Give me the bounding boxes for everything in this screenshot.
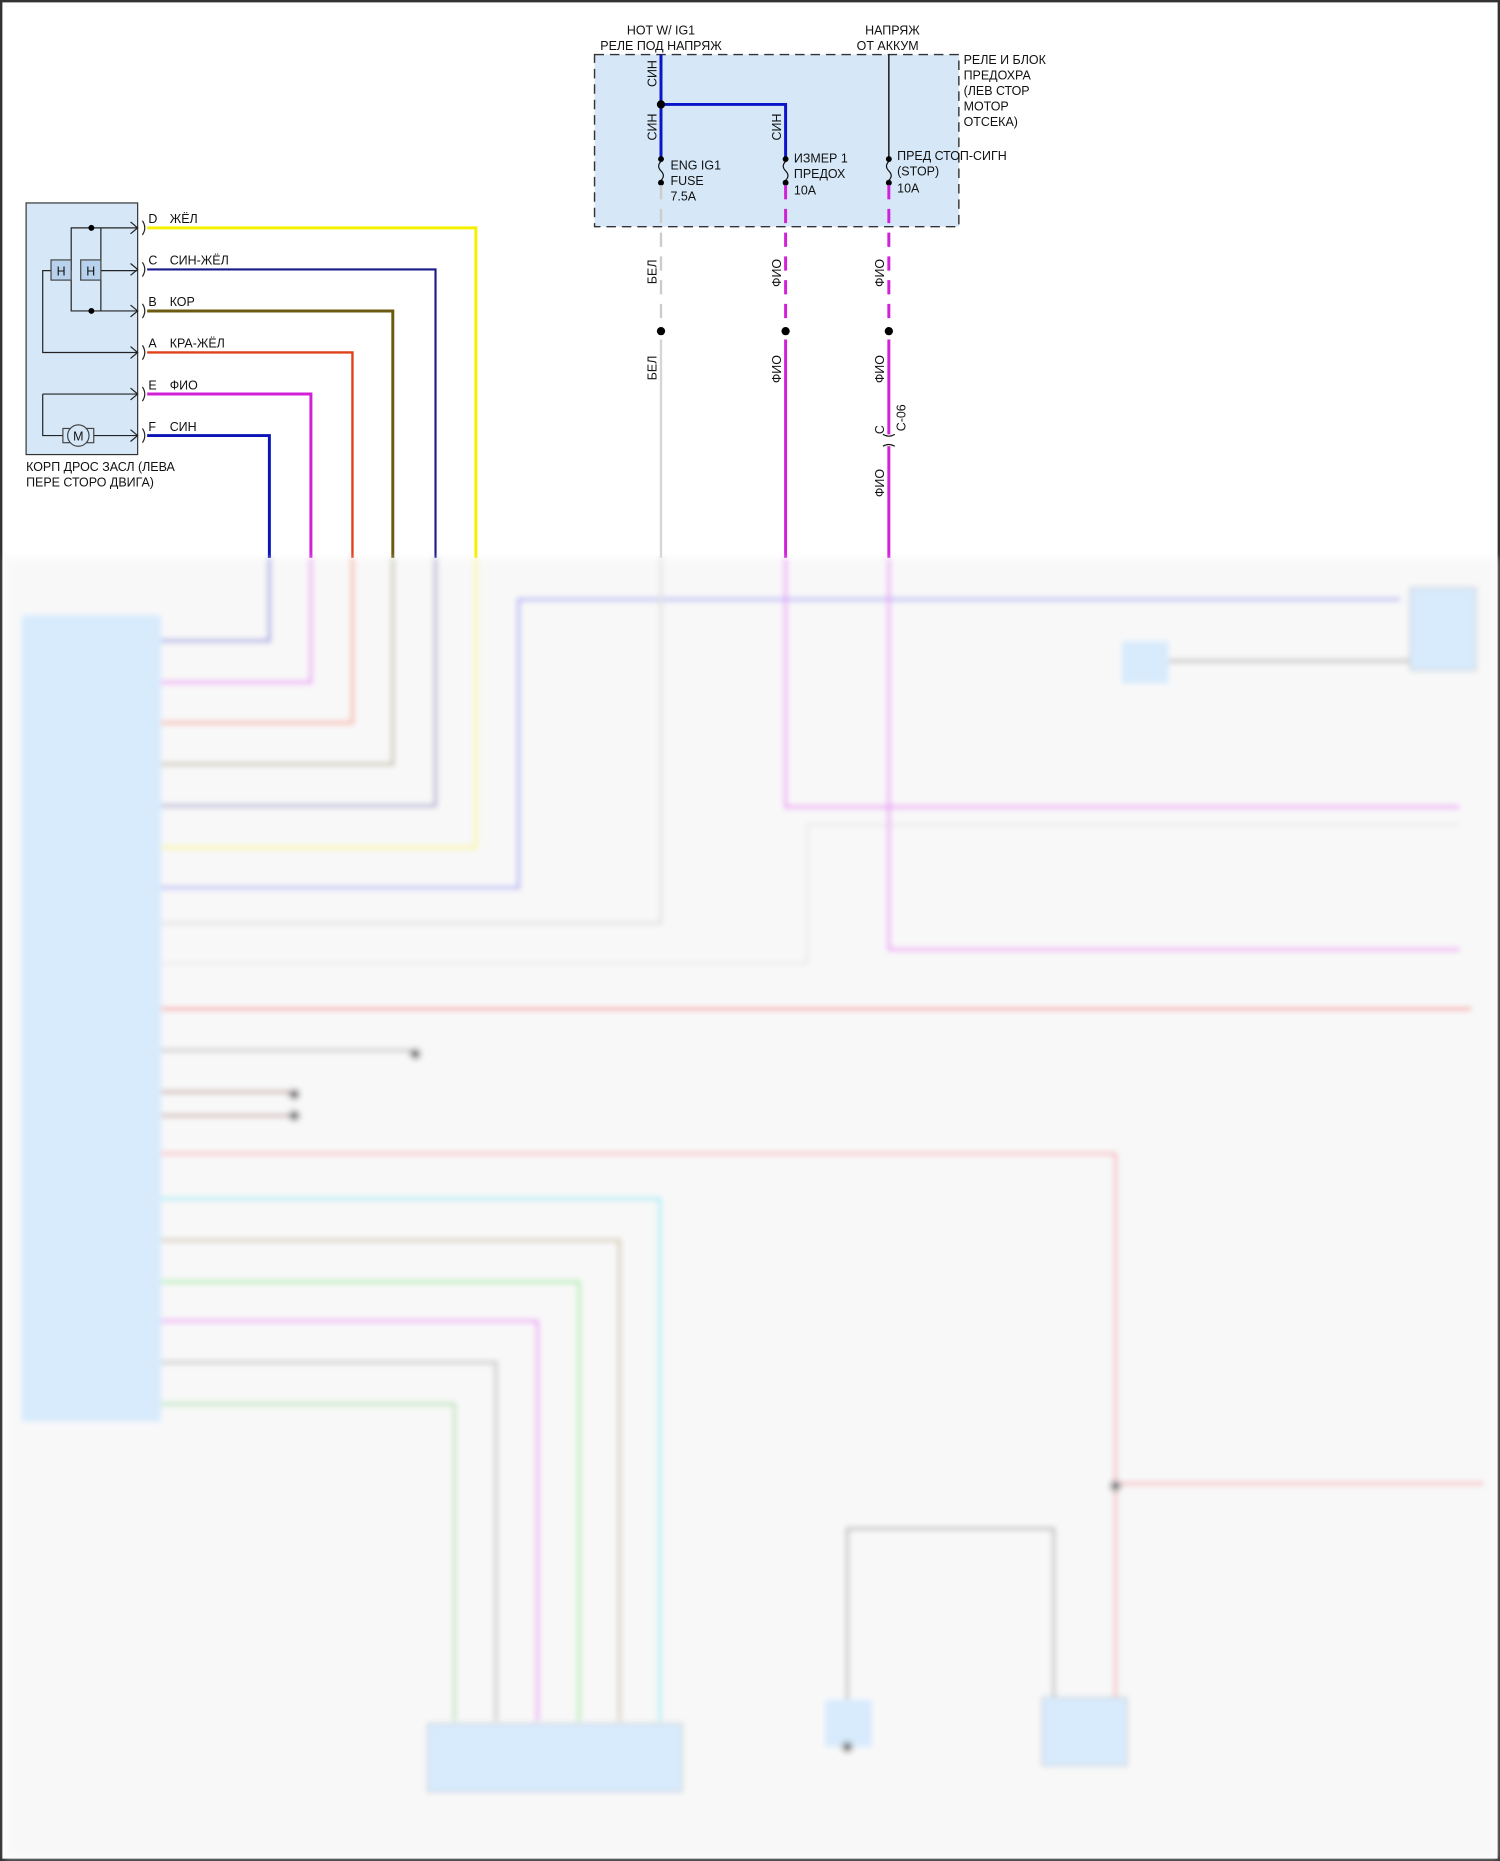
fuse-gauge-1: ИЗМЕР 1 ПРЕДОХ 10A bbox=[782, 152, 848, 198]
svg-text:H: H bbox=[86, 264, 95, 278]
component-name: ПЕРЕ СТОРО ДВИГА) bbox=[26, 476, 154, 490]
fuse-rating: 10A bbox=[897, 181, 920, 195]
component-name: КОРП ДРОС ЗАСЛ (ЛЕВА bbox=[26, 460, 175, 474]
wire-label: БЕЛ bbox=[645, 356, 659, 381]
source-label: ОТ АККУМ bbox=[857, 39, 919, 53]
fuse-label: ПРЕДОХ bbox=[794, 167, 846, 181]
connector-name: C-06 bbox=[894, 404, 908, 431]
wire-label: ФИО bbox=[770, 259, 784, 287]
pin-letter: B bbox=[148, 295, 156, 309]
pin-letter: E bbox=[148, 378, 156, 392]
fuse-label: ENG IG1 bbox=[670, 159, 721, 173]
pin-letter: C bbox=[148, 254, 157, 268]
fuse-box-name: ОТСЕКА) bbox=[964, 115, 1018, 129]
fuse-rating: 10A bbox=[794, 184, 817, 198]
pin-letter: F bbox=[148, 420, 156, 434]
wire-color-label: КРА-ЖЁЛ bbox=[170, 337, 225, 351]
splice-dot bbox=[884, 326, 893, 336]
svg-text:H: H bbox=[57, 264, 66, 278]
splice-dot bbox=[656, 326, 666, 336]
heater-icon: H bbox=[80, 259, 102, 281]
wire-color-label: ФИО bbox=[170, 378, 198, 392]
fuse-box: HOT W/ IG1 РЕЛЕ ПОД НАПРЯЖ НАПРЯЖ ОТ АКК… bbox=[593, 23, 1047, 228]
wire-color-label: СИН-ЖЁЛ bbox=[170, 254, 229, 268]
wire-label: БЕЛ bbox=[645, 259, 659, 284]
blurred-lower-section bbox=[4, 557, 1498, 1859]
splice-dot bbox=[781, 326, 790, 336]
source-label: РЕЛЕ ПОД НАПРЯЖ bbox=[600, 39, 722, 53]
fuse-box-name: (ЛЕВ СТОР bbox=[964, 84, 1030, 98]
source-label: НАПРЯЖ bbox=[865, 23, 920, 37]
wire-color-label: СИН bbox=[170, 420, 197, 434]
connector-c06-icon bbox=[882, 433, 896, 447]
wire-label: ФИО bbox=[873, 469, 887, 497]
motor-icon: M bbox=[62, 424, 95, 447]
fuse-label: ИЗМЕР 1 bbox=[794, 152, 848, 166]
fuse-label: (STOP) bbox=[897, 165, 939, 179]
wire-label: СИН bbox=[645, 60, 659, 87]
source-label: HOT W/ IG1 bbox=[627, 23, 695, 37]
fuse-stop: ПРЕД СТОП-СИГН (STOP) 10A bbox=[885, 149, 1007, 195]
fuse-box-name: РЕЛЕ И БЛОК bbox=[964, 53, 1047, 67]
fuse-label: ПРЕД СТОП-СИГН bbox=[897, 149, 1007, 163]
fuse-rating: 7.5A bbox=[670, 190, 696, 204]
wire-label: СИН bbox=[645, 114, 659, 141]
throttle-wires bbox=[141, 220, 478, 558]
wire-label: ФИО bbox=[770, 355, 784, 383]
connector-pin: C bbox=[873, 425, 887, 434]
wire-label: ФИО bbox=[873, 259, 887, 287]
fuse-output-wires: БЕЛ БЕЛ ФИО ФИО ФИО ФИО C C-06 ФИО bbox=[645, 185, 908, 558]
pin-letter: A bbox=[148, 337, 157, 351]
throttle-body: H H M КОРП ДРОС ЗАСЛ (ЛЕВА ПЕРЕ СТОРО ДВ… bbox=[25, 202, 176, 490]
wire-color-label: ЖЁЛ bbox=[170, 212, 198, 226]
svg-text:M: M bbox=[73, 429, 83, 443]
fuse-eng-ig1: ENG IG1 FUSE 7.5A bbox=[658, 156, 721, 204]
heater-icon: H bbox=[50, 259, 72, 281]
fuse-label: FUSE bbox=[670, 174, 703, 188]
wire-label: СИН bbox=[770, 114, 784, 141]
pin-letter: D bbox=[148, 212, 157, 226]
wire-color-label: КОР bbox=[170, 295, 195, 309]
wire-label: ФИО bbox=[873, 355, 887, 383]
throttle-pin-labels: D ЖЁЛ C СИН-ЖЁЛ B КОР A КРА-ЖЁЛ E ФИО F СИН bbox=[148, 212, 228, 434]
fuse-box-name: МОТОР bbox=[964, 99, 1009, 113]
junction-dot bbox=[656, 100, 666, 109]
fuse-box-name: ПРЕДОХРА bbox=[964, 69, 1032, 83]
